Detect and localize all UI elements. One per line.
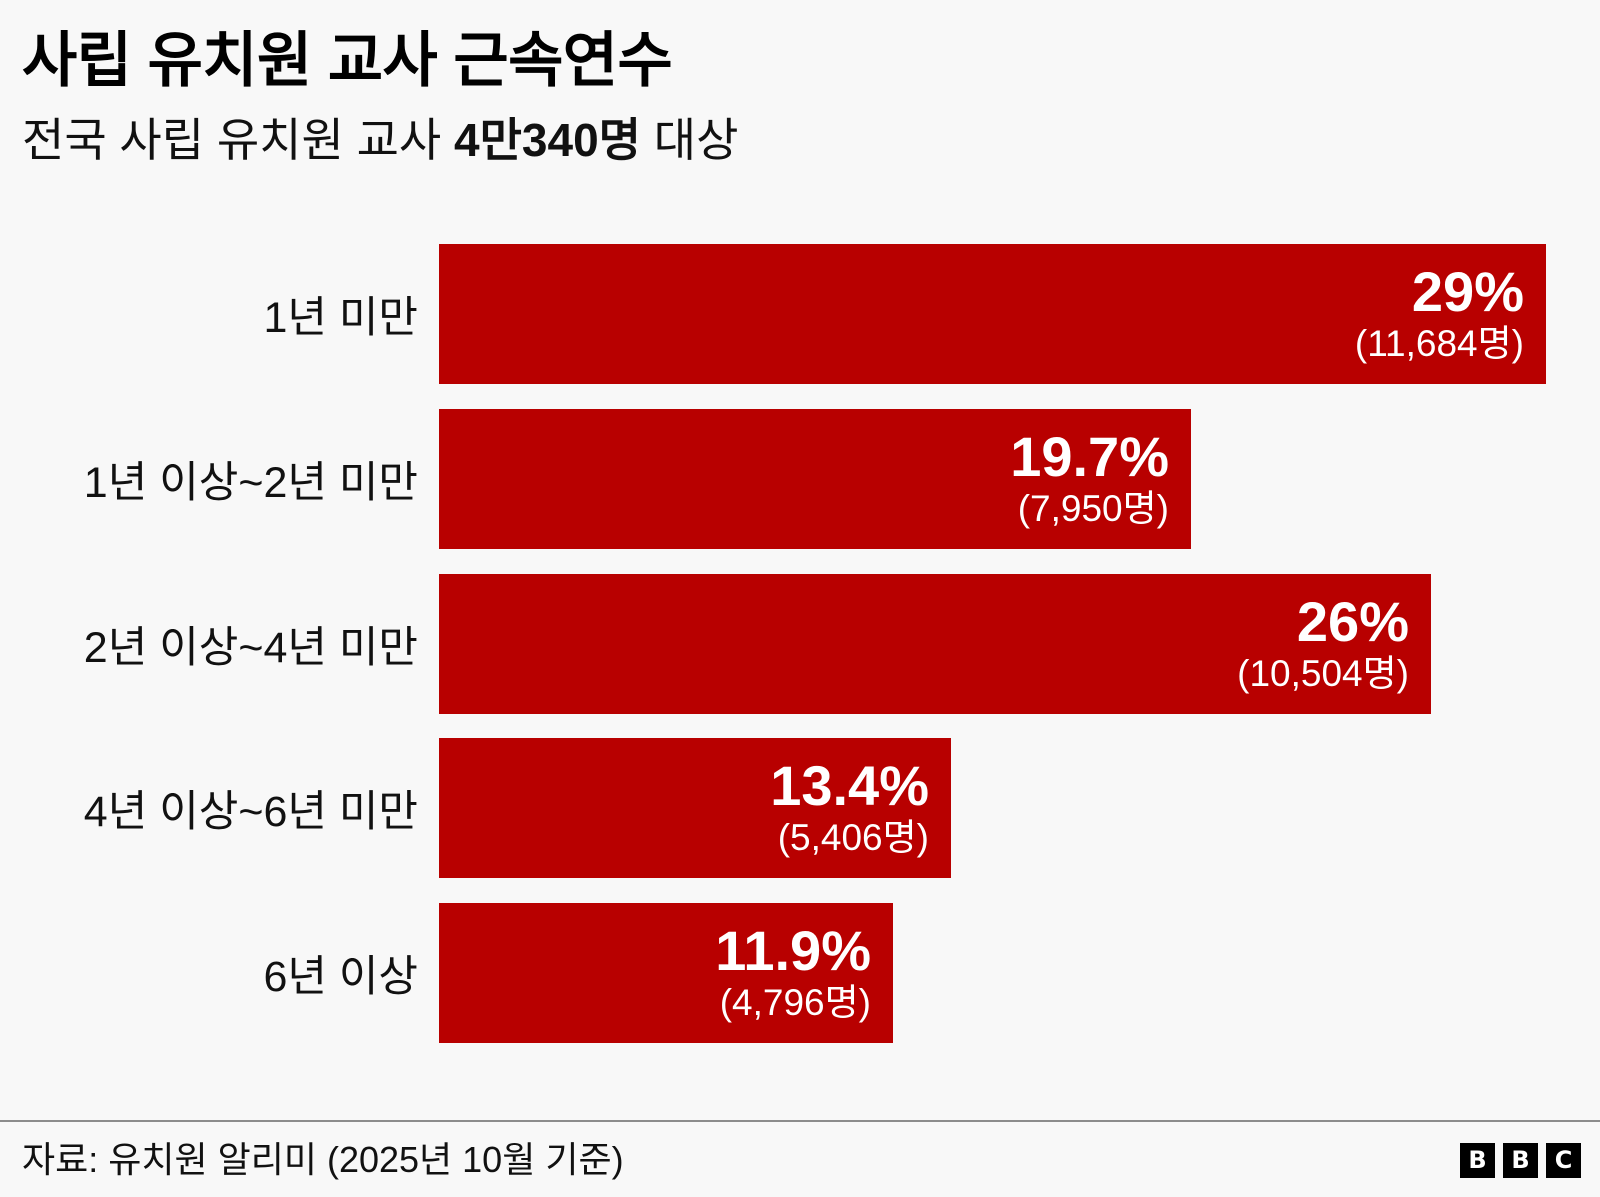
bar: 19.7% (7,950명) [439,409,1191,549]
percent-label: 26% [1296,590,1409,653]
percent-label: 19.7% [1010,425,1169,488]
bar-row: 1년 미만 29% (11,684명) [0,244,1600,384]
logo-letter-b1: B [1460,1143,1495,1178]
subtitle-prefix: 전국 사립 유치원 교사 [22,114,455,166]
subtitle-suffix: 대상 [641,114,739,166]
source-note: 자료: 유치원 알리미 (2025년 10월 기준) [22,1139,624,1180]
bar: 29% (11,684명) [439,244,1546,384]
subtitle-total: 4만340명 [454,114,641,166]
count-label: (11,684명) [1354,323,1524,364]
bar: 11.9% (4,796명) [439,903,893,1043]
count-label: (4,796명) [719,982,871,1023]
percent-label: 13.4% [770,754,929,817]
bar-row: 4년 이상~6년 미만 13.4% (5,406명) [0,738,1600,878]
bar-row: 1년 이상~2년 미만 19.7% (7,950명) [0,409,1600,549]
bar: 26% (10,504명) [439,574,1431,714]
category-label: 2년 이상~4년 미만 [83,624,418,672]
count-label: (5,406명) [777,817,929,858]
footer-divider [0,1120,1600,1122]
percent-label: 11.9% [715,919,871,982]
count-label: (10,504명) [1237,653,1409,694]
category-label: 6년 이상 [263,953,418,1001]
bar-row: 2년 이상~4년 미만 26% (10,504명) [0,574,1600,714]
logo-letter-c: C [1546,1143,1581,1178]
logo-letter-b2: B [1503,1143,1538,1178]
bar-row: 6년 이상 11.9% (4,796명) [0,903,1600,1043]
category-label: 4년 이상~6년 미만 [83,788,418,836]
percent-label: 29% [1411,260,1524,323]
bar: 13.4% (5,406명) [439,738,951,878]
count-label: (7,950명) [1017,488,1169,529]
category-label: 1년 이상~2년 미만 [83,459,418,507]
chart-subtitle: 전국 사립 유치원 교사 4만340명 대상 [22,110,738,170]
category-label: 1년 미만 [263,294,418,342]
chart-title: 사립 유치원 교사 근속연수 [22,27,673,94]
bar-chart: 1년 미만 29% (11,684명) 1년 이상~2년 미만 19.7% (7… [0,244,1600,1043]
bbc-logo: B B C [1460,1143,1581,1178]
